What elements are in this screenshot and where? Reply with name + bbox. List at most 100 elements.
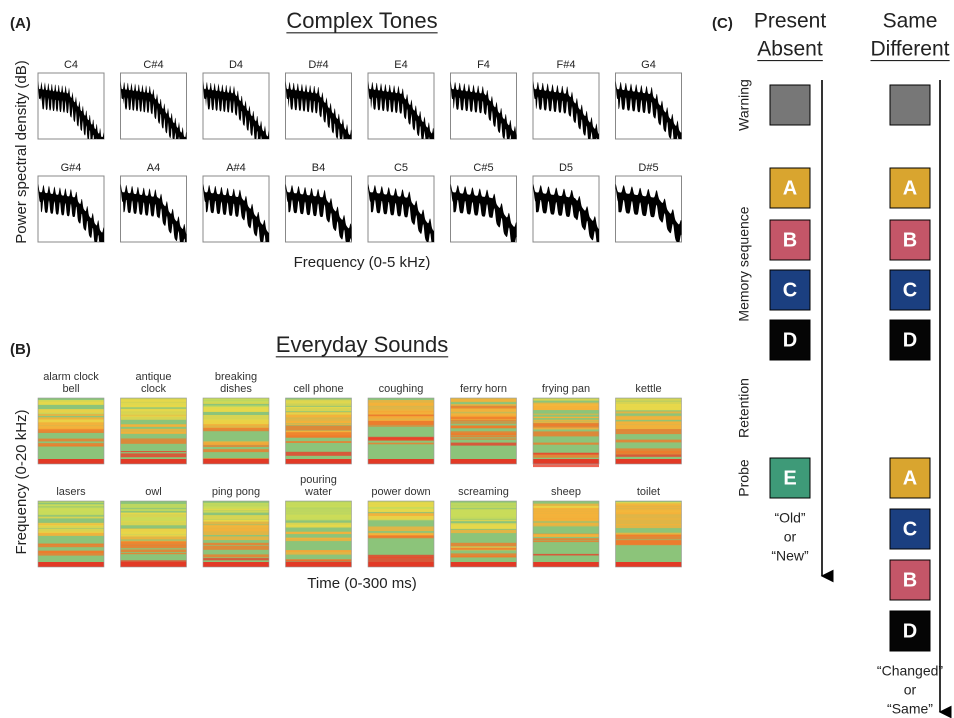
spectrogram-band bbox=[533, 414, 599, 415]
spectrogram-band bbox=[616, 507, 682, 508]
spectrogram-band bbox=[38, 504, 104, 506]
spectrogram-band bbox=[533, 420, 599, 422]
note-label: E4 bbox=[394, 59, 407, 71]
spectrogram-band bbox=[121, 553, 187, 554]
spectrogram-band bbox=[203, 562, 269, 567]
x-axis-label: Time (0-300 ms) bbox=[307, 575, 416, 592]
sound-label: coughing bbox=[379, 383, 424, 395]
spectrogram-band bbox=[286, 424, 352, 426]
spectrogram-band bbox=[368, 403, 434, 406]
spectrogram-band bbox=[121, 451, 187, 452]
response-label: “Changed” bbox=[877, 663, 943, 679]
spectrogram-band bbox=[203, 503, 269, 504]
spectrogram-band bbox=[533, 453, 599, 455]
note-label: D#4 bbox=[308, 59, 328, 71]
spectrogram-band bbox=[451, 530, 517, 533]
panel-label: (C) bbox=[712, 15, 733, 32]
spectrogram-band bbox=[616, 406, 682, 409]
spectrogram-band bbox=[616, 422, 682, 424]
spectrogram-band bbox=[286, 532, 352, 534]
spectrogram-band bbox=[286, 441, 352, 443]
spectrogram-band bbox=[533, 510, 599, 514]
spectrogram-band bbox=[38, 426, 104, 429]
spectrogram-band bbox=[38, 525, 104, 529]
warning-box bbox=[770, 85, 810, 125]
spectrogram-band bbox=[451, 556, 517, 558]
spectrogram-band bbox=[38, 409, 104, 414]
spectrogram-band bbox=[121, 432, 187, 434]
spectrogram-band bbox=[616, 399, 682, 401]
spectrogram-band bbox=[121, 440, 187, 444]
spectrogram-band bbox=[533, 459, 599, 464]
spectrogram-band bbox=[533, 519, 599, 521]
spectrogram-band bbox=[203, 515, 269, 519]
spectrogram-band bbox=[203, 449, 269, 452]
row-label: Probe bbox=[736, 459, 752, 497]
note-label: F4 bbox=[477, 59, 490, 71]
spectrogram-band bbox=[38, 513, 104, 514]
sound-label: antique clock bbox=[123, 371, 185, 395]
note-label: C4 bbox=[64, 59, 78, 71]
note-label: D4 bbox=[229, 59, 243, 71]
spectrogram-band bbox=[121, 424, 187, 426]
spectrogram bbox=[368, 501, 434, 567]
spectrogram-band bbox=[368, 509, 434, 512]
spectrogram-band bbox=[203, 407, 269, 410]
spectrogram-band bbox=[286, 407, 352, 408]
spectrogram-band bbox=[286, 562, 352, 567]
spectrogram-band bbox=[368, 516, 434, 519]
response-label: “New” bbox=[771, 548, 809, 564]
spectrogram-band bbox=[533, 506, 599, 508]
warning-box bbox=[890, 85, 930, 125]
stimulus-letter: A bbox=[903, 177, 917, 199]
spectrogram-band bbox=[616, 411, 682, 413]
spectrogram-band bbox=[38, 517, 104, 519]
spectrogram-band bbox=[533, 541, 599, 543]
spectrogram-band bbox=[203, 415, 269, 418]
response-label: or bbox=[904, 682, 917, 698]
spectrogram-band bbox=[368, 527, 434, 532]
note-label: D5 bbox=[559, 162, 573, 174]
spectrogram-band bbox=[121, 517, 187, 521]
spectrogram-band bbox=[616, 416, 682, 419]
spectrogram-band bbox=[203, 420, 269, 424]
spectrogram bbox=[533, 399, 599, 468]
spectrogram-band bbox=[286, 405, 352, 406]
spectrogram-band bbox=[368, 555, 434, 560]
note-label: F#4 bbox=[557, 59, 576, 71]
panel-label: (B) bbox=[10, 341, 31, 358]
spectrogram-band bbox=[286, 523, 352, 528]
note-label: G#4 bbox=[61, 162, 82, 174]
spectrogram-band bbox=[533, 403, 599, 405]
spectrogram-band bbox=[616, 516, 682, 518]
spectrogram-band bbox=[451, 425, 517, 428]
panel-label: (A) bbox=[10, 15, 31, 32]
stimulus-letter: B bbox=[903, 229, 917, 251]
spectrogram-band bbox=[368, 406, 434, 409]
sound-label: kettle bbox=[635, 383, 661, 395]
stimulus-letter: D bbox=[903, 620, 917, 642]
panel-title: Complex Tones bbox=[286, 8, 437, 33]
row-label: Retention bbox=[736, 378, 752, 438]
spectrogram-band bbox=[616, 518, 682, 520]
figure: (A) Complex Tones Power spectral density… bbox=[0, 0, 954, 718]
condition-subtitle: Absent bbox=[757, 38, 823, 61]
spectrogram-band bbox=[121, 413, 187, 415]
spectrogram-band bbox=[38, 529, 104, 533]
spectrogram-band bbox=[203, 546, 269, 550]
spectrogram-band bbox=[121, 510, 187, 511]
y-axis-label: Power spectral density (dB) bbox=[13, 60, 30, 243]
spectrogram-band bbox=[286, 559, 352, 561]
spectrogram-band bbox=[286, 413, 352, 415]
spectrogram-band bbox=[451, 414, 517, 416]
spectrogram-band bbox=[451, 433, 517, 435]
spectrogram-band bbox=[616, 562, 682, 567]
stimulus-letter: C bbox=[903, 518, 917, 540]
figure-page: {"panel_a": {"label": "(A)", "title": "C… bbox=[0, 0, 954, 718]
spectrogram-band bbox=[533, 523, 599, 526]
spectrogram-band bbox=[38, 439, 104, 442]
stimulus-letter: C bbox=[903, 279, 917, 301]
spectrogram-band bbox=[121, 562, 187, 567]
spectrogram-band bbox=[38, 507, 104, 511]
spectrogram-band bbox=[368, 534, 434, 535]
